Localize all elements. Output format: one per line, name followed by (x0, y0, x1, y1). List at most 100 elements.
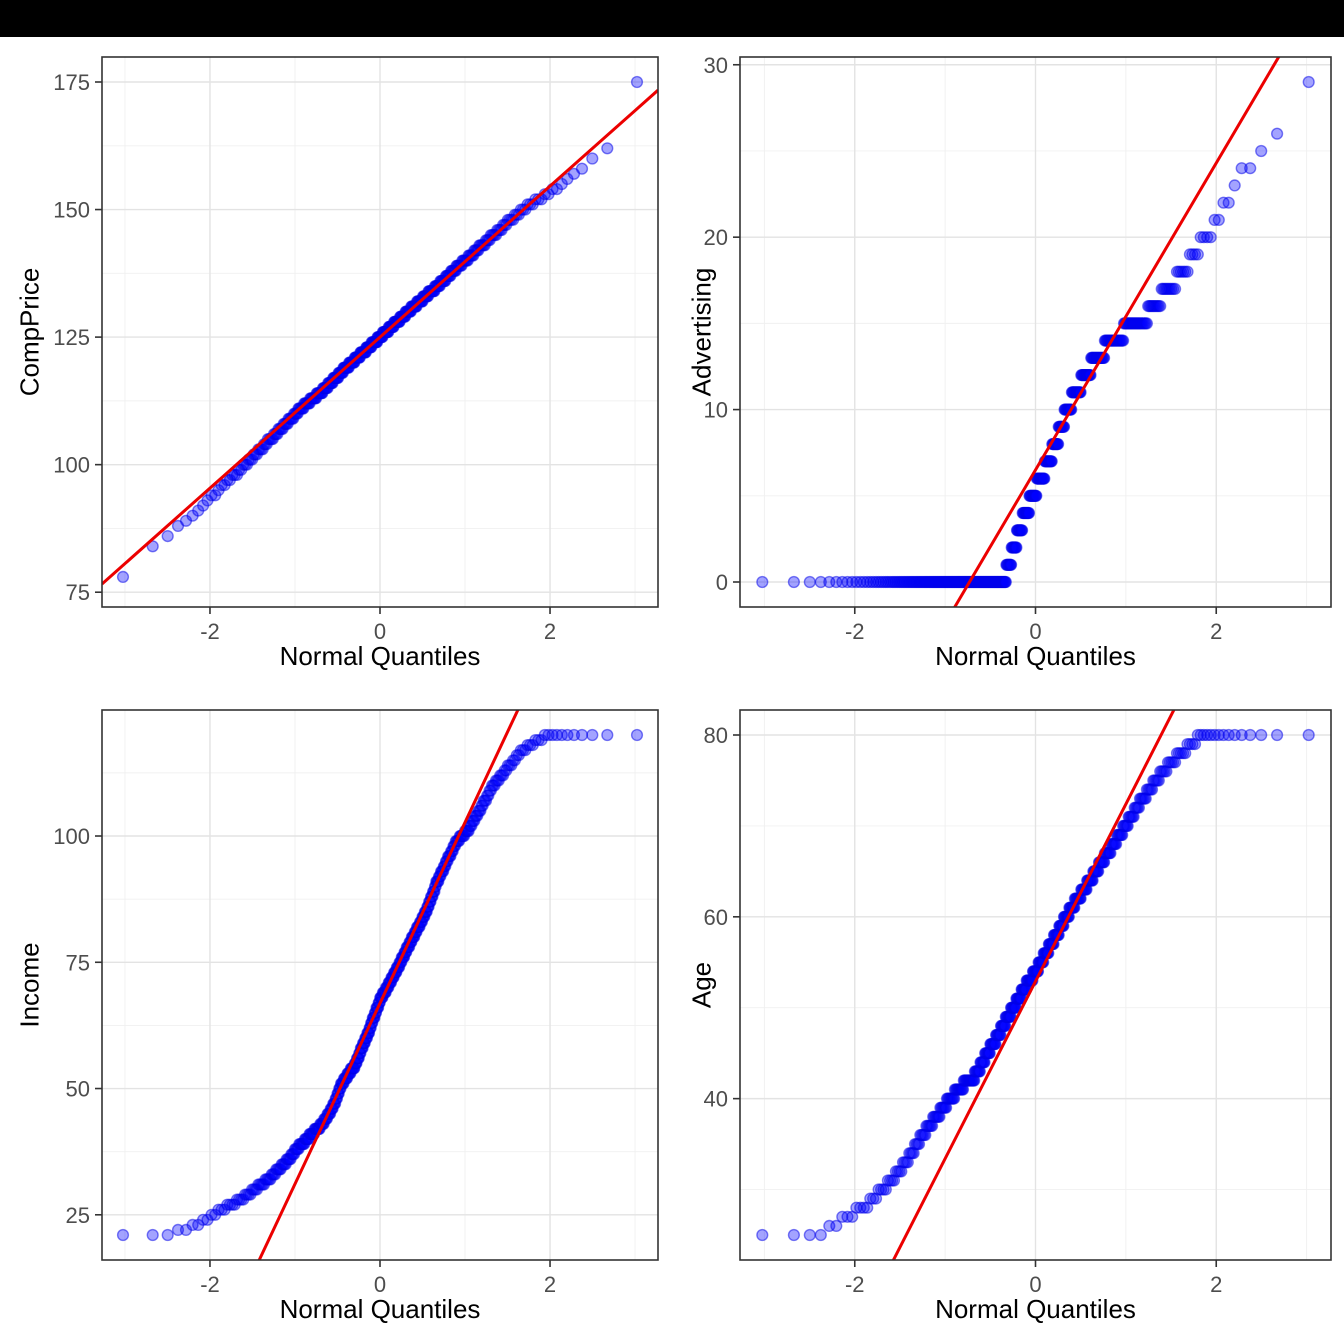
data-point (575, 162, 589, 175)
data-point (1302, 75, 1315, 89)
data-point (1022, 506, 1036, 520)
x-tick-label: 2 (1210, 619, 1222, 644)
data-point (787, 575, 801, 589)
y-tick-label: 75 (66, 950, 90, 975)
data-point (1201, 231, 1214, 244)
grid-major (740, 710, 1331, 1260)
data-point (1244, 728, 1257, 742)
axis-ticks: -2 0 2 40 60 80 (704, 723, 1223, 1297)
panel-advertising: -2 0 2 0 10 20 30 Normal Quantiles Advertising (672, 37, 1344, 690)
data-point (601, 728, 614, 742)
data-point (1191, 248, 1204, 261)
x-axis-title-income: Normal Quantiles (279, 1294, 481, 1324)
x-tick-label: -2 (200, 1272, 220, 1297)
data-point (586, 152, 599, 165)
x-tick-label: 2 (544, 619, 556, 644)
data-point (814, 1228, 827, 1242)
data-point (1154, 300, 1167, 313)
data-point (630, 75, 644, 89)
data-point (1208, 728, 1221, 742)
data-point (1194, 231, 1207, 244)
data-point (1270, 728, 1284, 742)
data-point (1212, 213, 1225, 227)
data-point (857, 1201, 870, 1214)
data-point (1208, 213, 1221, 227)
data-layer (102, 75, 658, 586)
x-tick-label: -2 (845, 619, 865, 644)
data-point (575, 728, 589, 742)
data-point (161, 530, 174, 543)
qq-reference-line (102, 89, 658, 586)
window-chrome-bar (0, 0, 1344, 37)
y-tick-label: 125 (53, 325, 90, 350)
y-tick-label: 175 (53, 70, 90, 95)
y-tick-label: 80 (704, 723, 728, 748)
data-point (586, 728, 599, 742)
qq-reference-line (257, 710, 520, 1260)
data-point (1255, 728, 1268, 742)
y-tick-label: 100 (53, 824, 90, 849)
data-point (1302, 728, 1315, 742)
data-point (1255, 144, 1268, 158)
x-tick-label: 0 (1029, 619, 1041, 644)
data-point (1222, 196, 1235, 209)
y-axis-title-compprice: CompPrice (14, 267, 45, 397)
data-point (756, 575, 769, 589)
x-tick-label: 0 (374, 619, 386, 644)
data-point (1010, 541, 1023, 554)
qq-reference-line (953, 57, 1281, 607)
y-axis-title-income: Income (14, 942, 45, 1028)
data-point (803, 575, 816, 589)
data-point (1117, 334, 1130, 347)
axis-ticks: -2 0 2 75 100 125 150 175 (53, 70, 556, 644)
x-tick-label: -2 (200, 619, 220, 644)
data-point (1030, 489, 1043, 502)
data-layer (756, 57, 1315, 607)
data-point (1228, 179, 1241, 192)
data-point (1270, 127, 1284, 140)
y-tick-label: 60 (704, 905, 728, 930)
y-tick-label: 0 (716, 570, 728, 595)
data-point (1235, 728, 1248, 742)
y-tick-label: 100 (53, 453, 90, 478)
data-point (542, 728, 555, 742)
data-point (1181, 265, 1194, 278)
data-point (1204, 231, 1217, 244)
grid-major (740, 57, 1331, 607)
x-axis-title-advertising: Normal Quantiles (935, 641, 1136, 671)
data-point (830, 1219, 843, 1233)
x-axis-title-compprice: Normal Quantiles (279, 641, 481, 671)
panel-age: -2 0 2 40 60 80 Normal Quantiles Age (672, 690, 1344, 1344)
y-tick-label: 50 (66, 1077, 90, 1102)
grid-major (102, 710, 658, 1260)
data-point (1016, 524, 1029, 537)
data-point (857, 575, 870, 589)
y-tick-label: 75 (66, 580, 90, 605)
data-point (803, 1228, 816, 1242)
axis-ticks: -2 0 2 25 50 75 100 (53, 824, 556, 1297)
x-tick-label: 0 (1029, 1272, 1041, 1297)
x-axis-title-age: Normal Quantiles (935, 1294, 1136, 1324)
y-tick-label: 10 (704, 398, 728, 423)
x-tick-label: 2 (1210, 1272, 1222, 1297)
data-layer (756, 710, 1315, 1260)
panel-income: -2 0 2 25 50 75 100 Normal Quantiles Income (0, 690, 672, 1344)
data-point (1045, 455, 1058, 468)
data-point (161, 1228, 174, 1242)
data-point (1005, 558, 1018, 571)
data-point (1244, 162, 1257, 175)
qq-plot-grid: -2 0 2 75 100 125 150 175 Normal Quantiles Comp… (0, 37, 1344, 1344)
data-point (546, 728, 559, 742)
y-tick-label: 30 (704, 53, 728, 78)
data-point (1038, 472, 1051, 485)
data-point (1235, 162, 1248, 175)
data-point (1188, 737, 1202, 751)
y-tick-label: 25 (66, 1203, 90, 1228)
grid-minor (102, 710, 658, 1260)
x-tick-label: -2 (845, 1272, 865, 1297)
y-tick-label: 20 (704, 225, 728, 250)
data-point (1169, 282, 1182, 296)
